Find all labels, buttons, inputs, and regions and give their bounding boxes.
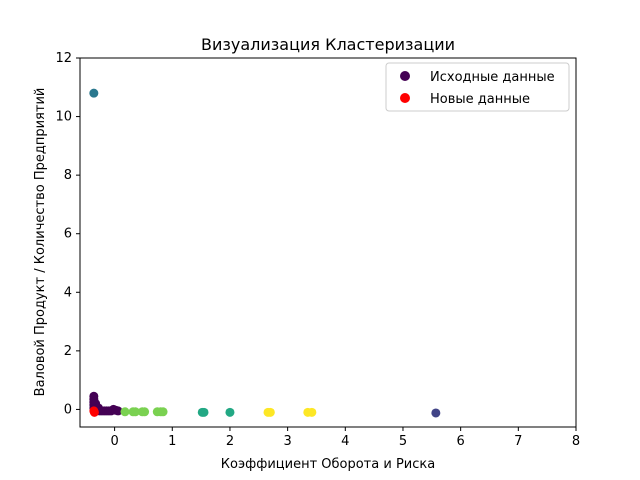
data-point-original <box>199 407 209 417</box>
plot-area-frame <box>79 57 577 428</box>
y-tick-label: 10 <box>55 110 72 125</box>
y-tick-label: 6 <box>64 227 72 242</box>
x-tick-label: 4 <box>341 434 349 449</box>
y-axis-label: Валовой Продукт / Количество Предприятий <box>33 88 48 397</box>
x-axis: 0 1 2 3 4 5 6 7 8 <box>110 427 580 449</box>
legend: Исходные данные Новые данные <box>385 62 570 112</box>
y-axis: 0 2 4 6 8 10 12 <box>55 51 80 417</box>
x-tick-label: 5 <box>399 434 407 449</box>
x-axis-label: Коэффициент Оборота и Риска <box>221 457 435 472</box>
data-point-original <box>140 407 150 417</box>
x-tick-label: 1 <box>168 434 176 449</box>
data-point-original <box>113 406 123 416</box>
data-point-original <box>130 407 140 417</box>
x-tick-label: 0 <box>110 434 118 449</box>
y-tick-label: 0 <box>64 402 72 417</box>
data-point-original <box>307 407 317 417</box>
data-point-original <box>265 407 275 417</box>
x-tick-label: 7 <box>514 434 522 449</box>
legend-label-original: Исходные данные <box>430 70 555 85</box>
y-tick-label: 8 <box>64 168 72 183</box>
chart-title: Визуализация Кластеризации <box>201 35 455 54</box>
data-point-original <box>158 407 168 417</box>
data-point-original <box>431 408 441 418</box>
points-layer <box>89 88 441 418</box>
legend-label-new: Новые данные <box>430 92 530 107</box>
data-point-original <box>120 407 130 417</box>
data-point-new <box>89 407 99 417</box>
x-tick-label: 3 <box>283 434 291 449</box>
y-tick-label: 2 <box>64 344 72 359</box>
y-tick-label: 4 <box>64 285 72 300</box>
y-tick-label: 12 <box>55 51 72 66</box>
legend-box <box>385 62 570 112</box>
data-point-original <box>225 407 235 417</box>
legend-marker-original <box>400 71 410 81</box>
x-tick-label: 2 <box>226 434 234 449</box>
x-tick-label: 6 <box>457 434 465 449</box>
data-point-original <box>89 88 99 98</box>
x-tick-label: 8 <box>572 434 580 449</box>
legend-marker-new <box>400 93 410 103</box>
